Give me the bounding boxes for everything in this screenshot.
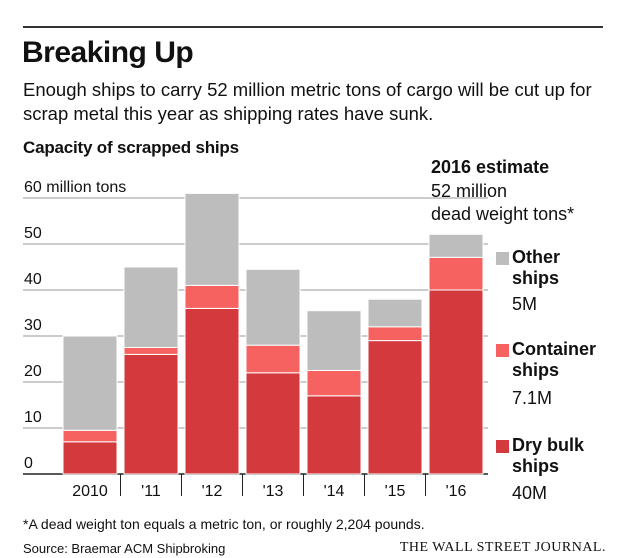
chart-label: Capacity of scrapped ships — [23, 138, 239, 157]
estimate-value: 52 million — [431, 181, 508, 201]
legend-swatch-other — [496, 252, 509, 265]
bar-other-4 — [306, 310, 362, 372]
legend-swatch-drybulk — [496, 440, 509, 453]
wsj-masthead: THE WALL STREET JOURNAL. — [399, 540, 606, 555]
bar-container-2 — [184, 284, 240, 309]
bar-container-0 — [62, 429, 118, 443]
stacked-bar-chart: 0 10 20 30 40 50 60 million tons 2010 '11 '12 '13… — [23, 179, 488, 500]
legend-container-line1: Container — [512, 339, 597, 359]
x-tick-label-4: '14 — [324, 483, 345, 500]
legend-label-drybulk: Dry bulk ships — [512, 435, 584, 477]
legend-label-other: Other ships — [512, 247, 560, 289]
x-tick-label-3: '13 — [263, 483, 284, 500]
legend-swatch-container — [496, 344, 509, 357]
estimate-title: 2016 estimate — [431, 157, 550, 177]
bar-drybulk-0 — [62, 441, 118, 475]
x-tick-label-5: '15 — [385, 483, 406, 500]
bar-other-6 — [428, 233, 484, 258]
bar-drybulk-4 — [306, 395, 362, 475]
legend-drybulk-line2: ships — [512, 456, 560, 476]
chart-title: Breaking Up — [22, 36, 194, 69]
source-note: Source: Braemar ACM Shipbroking — [23, 541, 226, 556]
x-tick-label-2: '12 — [202, 483, 223, 500]
bar-other-1 — [123, 266, 179, 348]
x-tick-labels: 2010 '11 '12 '13 '14 '15 '16 — [72, 474, 467, 500]
x-tick-label-1: '11 — [141, 483, 161, 500]
y-tick-label-30: 30 — [24, 317, 42, 334]
bar-other-0 — [62, 335, 118, 431]
bar-container-3 — [245, 344, 301, 374]
x-tick-label-6: '16 — [446, 483, 467, 500]
legend-value-drybulk: 40M — [512, 483, 548, 503]
bar-container-1 — [123, 347, 179, 355]
legend-other-line1: Other — [512, 247, 561, 267]
y-tick-label-10: 10 — [24, 409, 42, 426]
bar-other-2 — [184, 192, 240, 286]
bars — [62, 192, 484, 475]
bar-drybulk-3 — [245, 372, 301, 475]
y-tick-label-40: 40 — [24, 271, 42, 288]
y-tick-labels: 0 10 20 30 40 50 60 million tons — [24, 179, 126, 472]
bar-other-5 — [367, 298, 423, 328]
legend-container-line2: ships — [512, 360, 560, 380]
bar-drybulk-1 — [123, 353, 179, 475]
y-tick-label-20: 20 — [24, 363, 42, 380]
chart-subtitle: Enough ships to carry 52 million metric … — [23, 79, 592, 124]
bar-container-6 — [428, 256, 484, 291]
top-rule — [23, 26, 603, 28]
bar-drybulk-6 — [428, 289, 484, 475]
legend-drybulk-line1: Dry bulk — [512, 435, 585, 455]
x-tick-label-0: 2010 — [72, 483, 108, 500]
y-tick-label-50: 50 — [24, 225, 42, 242]
bar-other-3 — [245, 268, 301, 346]
bar-drybulk-5 — [367, 340, 423, 475]
legend-label-container: Container ships — [512, 339, 596, 381]
bar-container-4 — [306, 370, 362, 397]
legend-other-line2: ships — [512, 268, 560, 288]
estimate-unit: dead weight tons* — [431, 204, 575, 224]
y-tick-label-60: 60 million tons — [24, 179, 126, 196]
bar-drybulk-2 — [184, 307, 240, 475]
y-tick-label-0: 0 — [24, 455, 33, 472]
legend-value-container: 7.1M — [512, 388, 553, 408]
legend-value-other: 5M — [512, 294, 538, 314]
footnote: *A dead weight ton equals a metric ton, … — [23, 516, 425, 532]
bar-container-5 — [367, 326, 423, 342]
